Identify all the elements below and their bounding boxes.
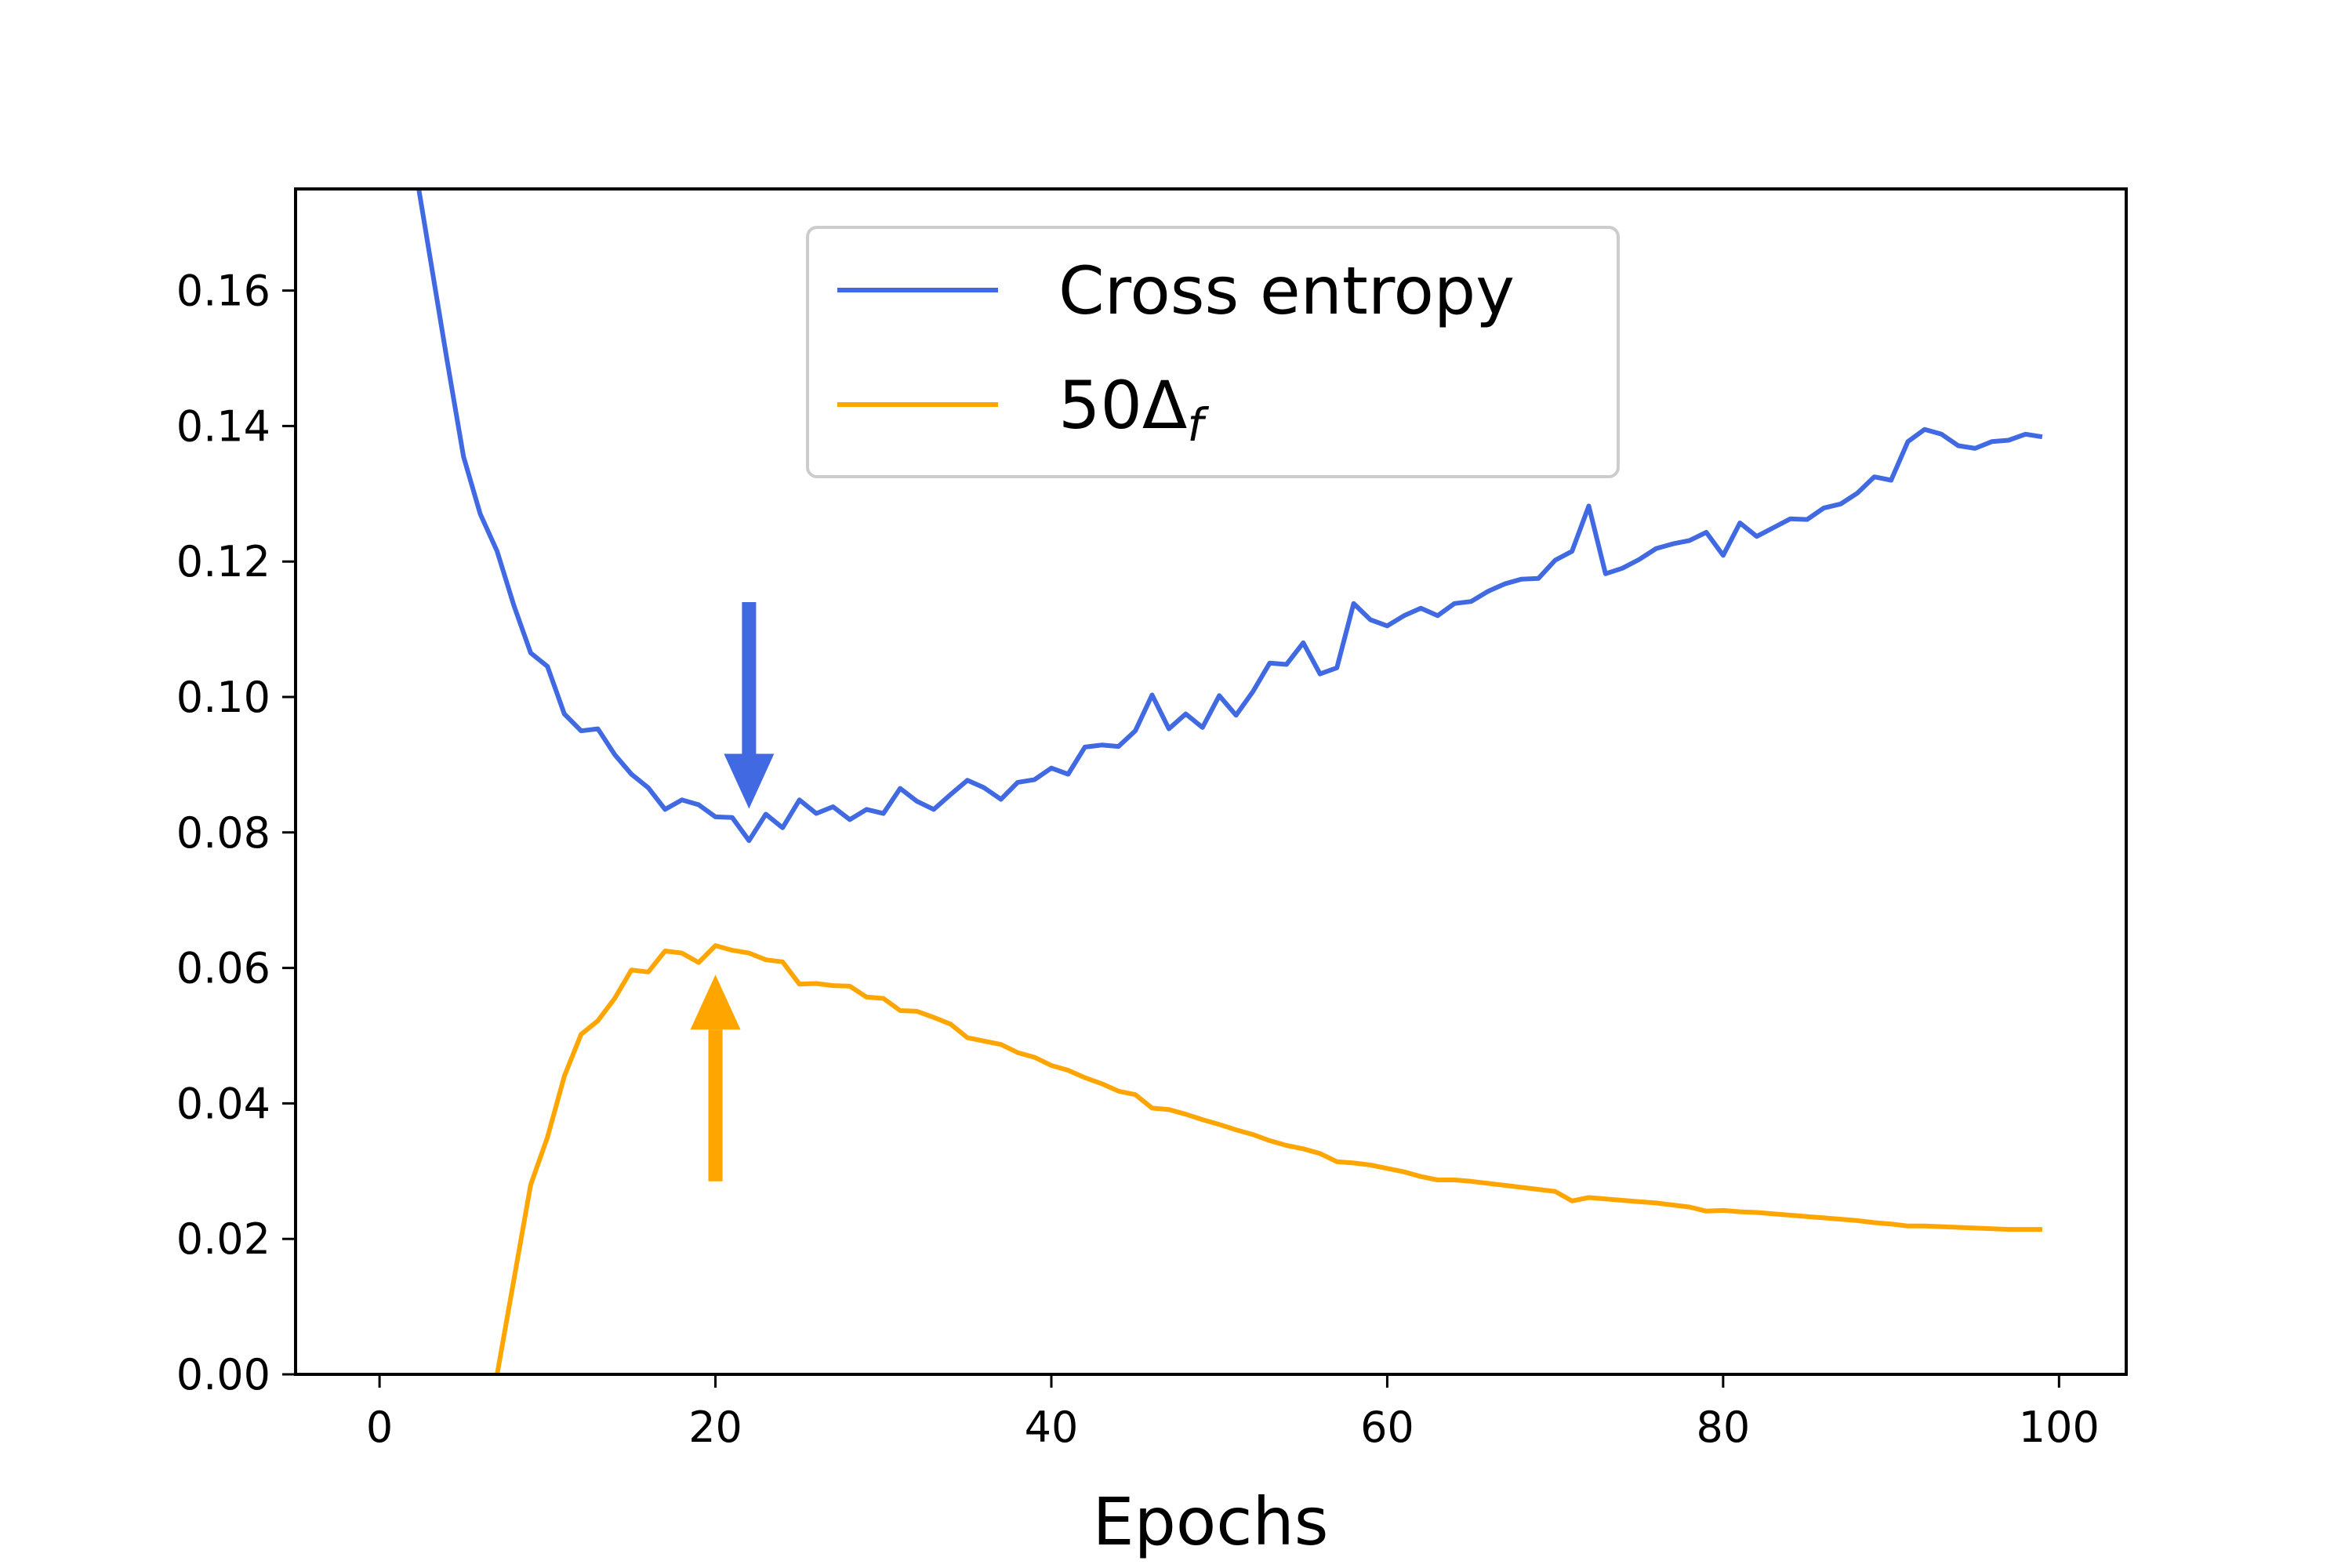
y-tick-label: 0.04 <box>176 1079 270 1128</box>
x-tick-label: 100 <box>2019 1403 2100 1452</box>
legend-box <box>806 226 1620 478</box>
x-tick-label: 60 <box>1360 1403 1414 1452</box>
plot-frame <box>294 187 2128 1376</box>
y-tick-label: 0.14 <box>176 401 270 451</box>
annotation-layer <box>690 602 775 1181</box>
y-tick-label: 0.02 <box>176 1214 270 1264</box>
y-tick-label: 0.10 <box>176 673 270 722</box>
x-tick-label: 80 <box>1697 1403 1751 1452</box>
y-tick-label: 0.16 <box>176 267 270 316</box>
x-axis: 0 20 40 60 80 100 <box>366 1374 2100 1452</box>
legend-label-1: 50Δf <box>1058 367 1209 452</box>
x-tick-label: 0 <box>366 1403 393 1452</box>
series-line-0 <box>416 189 2043 844</box>
x-tick-label: 40 <box>1025 1403 1079 1452</box>
annotation-arrow-head-1 <box>690 975 741 1030</box>
y-tick-label: 0.08 <box>176 808 270 858</box>
series-line-1 <box>495 943 2042 1374</box>
x-tick-label: 20 <box>688 1403 742 1452</box>
y-axis: 0.00 0.02 0.04 0.06 0.08 0.10 0.12 0.14 0.16 <box>176 267 296 1399</box>
annotation-arrow-head-0 <box>724 753 775 809</box>
legend-label-0: Cross entropy <box>1058 252 1515 329</box>
legend: Cross entropy 50Δf <box>806 226 1620 478</box>
series-layer <box>416 189 2043 1374</box>
y-tick-label: 0.00 <box>176 1350 270 1399</box>
y-tick-label: 0.12 <box>176 537 270 586</box>
x-axis-title: Epochs <box>1093 1483 1329 1560</box>
y-tick-label: 0.06 <box>176 944 270 993</box>
